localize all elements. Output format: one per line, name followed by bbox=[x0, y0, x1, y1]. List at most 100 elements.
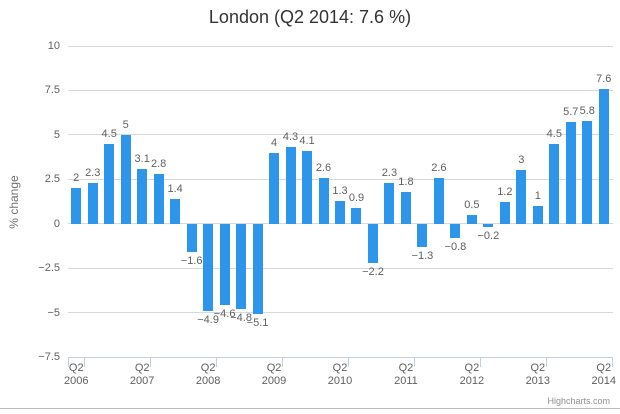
data-label: −1.3 bbox=[411, 249, 434, 262]
column-bar[interactable] bbox=[120, 134, 131, 224]
data-label: 2.8 bbox=[151, 157, 167, 170]
data-label: −2.2 bbox=[362, 265, 384, 278]
data-label: 2 bbox=[73, 172, 80, 185]
data-label: 4.1 bbox=[299, 134, 315, 147]
y-gridline bbox=[68, 312, 613, 314]
y-axis-tick-label: −7.5 bbox=[38, 351, 60, 363]
column-bar[interactable] bbox=[335, 200, 345, 224]
column-bar[interactable] bbox=[71, 188, 82, 224]
data-label: 0.9 bbox=[348, 191, 365, 204]
column-bar[interactable] bbox=[433, 177, 444, 224]
data-label: 5 bbox=[122, 118, 129, 131]
x-axis-tick bbox=[414, 357, 416, 367]
data-label: 3.1 bbox=[134, 152, 150, 165]
data-label: 4.5 bbox=[546, 127, 562, 140]
data-label: 1.8 bbox=[398, 175, 414, 188]
column-bar[interactable] bbox=[499, 202, 510, 224]
column-bar[interactable] bbox=[417, 223, 428, 247]
column-bar[interactable] bbox=[367, 223, 378, 263]
y-gridline bbox=[68, 134, 613, 136]
column-bar[interactable] bbox=[582, 120, 593, 224]
data-label: 2.6 bbox=[431, 161, 447, 174]
y-axis-tick-label: 10 bbox=[47, 40, 60, 52]
data-label: 4 bbox=[270, 136, 278, 149]
column-bar[interactable] bbox=[236, 223, 247, 309]
x-axis-label: Q2 2008 bbox=[195, 362, 221, 387]
data-label: −0.2 bbox=[477, 230, 500, 243]
data-label: 3 bbox=[518, 154, 525, 167]
x-axis-tick bbox=[480, 357, 482, 367]
data-label: 7.6 bbox=[596, 72, 612, 85]
x-axis-line bbox=[68, 357, 613, 358]
highcharts-credits-link[interactable]: Highcharts.com bbox=[547, 396, 610, 406]
y-axis-tick-label: −5 bbox=[47, 306, 60, 319]
column-bar[interactable] bbox=[269, 152, 280, 224]
column-bar[interactable] bbox=[252, 223, 263, 315]
y-axis-tick-label: −2.5 bbox=[38, 262, 60, 275]
column-bar[interactable] bbox=[318, 177, 329, 224]
x-axis-tick bbox=[68, 357, 69, 367]
column-bar[interactable] bbox=[87, 182, 98, 224]
column-bar[interactable] bbox=[384, 182, 395, 224]
column-bar[interactable] bbox=[516, 170, 527, 224]
x-axis-label: Q2 2010 bbox=[327, 362, 353, 387]
column-bar[interactable] bbox=[400, 191, 411, 224]
screenshot-bottom-border bbox=[0, 408, 620, 409]
column-bar[interactable] bbox=[466, 214, 477, 224]
column-bar[interactable] bbox=[450, 223, 461, 238]
data-label: 1.2 bbox=[497, 186, 513, 199]
data-label: −4.8 bbox=[230, 312, 252, 325]
data-label: 1 bbox=[534, 189, 541, 202]
column-bar[interactable] bbox=[153, 173, 164, 224]
y-axis-tick-label: 5 bbox=[53, 128, 60, 141]
y-gridline bbox=[68, 223, 613, 225]
column-bar[interactable] bbox=[203, 223, 214, 311]
x-axis-label: Q2 2013 bbox=[525, 362, 551, 387]
x-axis-label: Q2 2014 bbox=[591, 362, 616, 387]
y-axis-tick-label: 0 bbox=[53, 217, 60, 230]
column-bar[interactable] bbox=[483, 223, 494, 228]
data-label: −1.6 bbox=[180, 255, 203, 268]
data-label: 5.7 bbox=[563, 106, 579, 119]
x-axis-label: Q2 2006 bbox=[63, 362, 89, 387]
data-label: −4.6 bbox=[213, 308, 236, 321]
y-axis-tick-label: 2.5 bbox=[44, 173, 60, 186]
column-bar[interactable] bbox=[219, 223, 230, 306]
data-label: 4.3 bbox=[282, 131, 299, 144]
x-axis-label: Q2 2012 bbox=[459, 362, 485, 387]
data-label: −4.9 bbox=[197, 313, 219, 326]
x-axis-tick bbox=[612, 357, 613, 367]
data-label: 1.3 bbox=[332, 184, 348, 197]
x-axis-tick bbox=[150, 357, 152, 367]
column-bar[interactable] bbox=[549, 143, 560, 224]
column-bar[interactable] bbox=[170, 198, 181, 224]
y-axis-tick-label: 7.5 bbox=[44, 84, 60, 97]
x-axis-label: Q2 2007 bbox=[129, 362, 155, 387]
data-label: 5.8 bbox=[579, 104, 595, 117]
data-label: −0.8 bbox=[444, 240, 467, 253]
x-axis-label: Q2 2011 bbox=[394, 362, 418, 387]
x-axis-tick bbox=[282, 357, 284, 367]
column-bar[interactable] bbox=[598, 88, 609, 224]
column-bar[interactable] bbox=[186, 223, 197, 253]
x-axis-label: Q2 2009 bbox=[261, 362, 287, 387]
data-label: 1.4 bbox=[167, 182, 183, 195]
column-bar[interactable] bbox=[137, 168, 148, 224]
y-gridline bbox=[68, 178, 613, 180]
data-label: 2.3 bbox=[85, 166, 101, 179]
x-axis-tick bbox=[216, 357, 218, 367]
column-bar[interactable] bbox=[104, 143, 115, 224]
column-bar[interactable] bbox=[532, 205, 543, 224]
y-gridline bbox=[68, 45, 613, 47]
column-bar[interactable] bbox=[565, 122, 576, 224]
column-bar[interactable] bbox=[285, 147, 296, 224]
x-axis-tick bbox=[348, 357, 350, 367]
column-bar[interactable] bbox=[351, 207, 362, 224]
data-label: 2.3 bbox=[381, 166, 398, 179]
y-gridline bbox=[68, 89, 613, 91]
data-label: 4.5 bbox=[101, 127, 117, 140]
x-axis-tick bbox=[84, 357, 86, 367]
data-label: −5.1 bbox=[246, 317, 269, 330]
column-bar[interactable] bbox=[302, 150, 313, 224]
